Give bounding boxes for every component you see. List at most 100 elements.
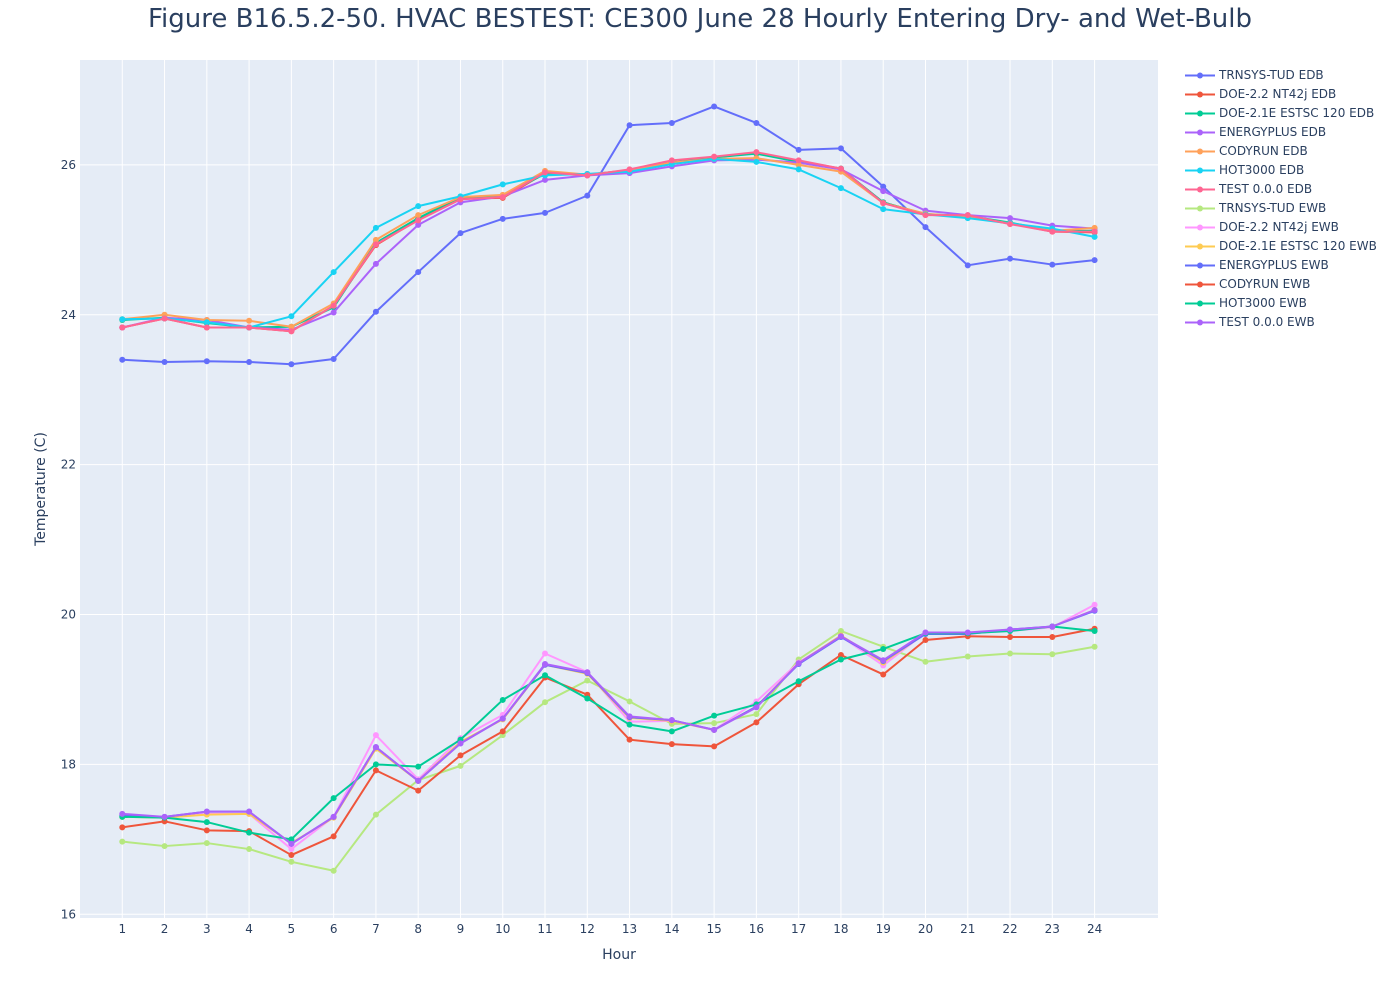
data-point bbox=[880, 657, 887, 664]
data-point bbox=[203, 827, 210, 834]
x-tick-label: 20 bbox=[918, 922, 933, 936]
x-tick-label: 22 bbox=[1002, 922, 1017, 936]
data-point bbox=[753, 711, 760, 718]
legend-item[interactable]: DOE-2.1E ESTSC 120 EDB bbox=[1185, 104, 1395, 123]
legend-item[interactable]: TEST 0.0.0 EDB bbox=[1185, 180, 1395, 199]
data-point bbox=[880, 206, 887, 213]
legend-swatch bbox=[1185, 224, 1215, 231]
data-point bbox=[1049, 651, 1056, 658]
data-point bbox=[499, 181, 506, 188]
legend-item[interactable]: HOT3000 EDB bbox=[1185, 161, 1395, 180]
data-point bbox=[288, 852, 295, 859]
legend-swatch bbox=[1185, 72, 1215, 79]
legend-label: HOT3000 EDB bbox=[1219, 163, 1305, 177]
chart-title: Figure B16.5.2-50. HVAC BESTEST: CE300 J… bbox=[147, 4, 1253, 34]
data-point bbox=[499, 215, 506, 222]
legend-item[interactable]: TRNSYS-TUD EWB bbox=[1185, 199, 1395, 218]
data-point bbox=[837, 651, 844, 658]
y-tick-label: 26 bbox=[61, 158, 76, 172]
legend-swatch bbox=[1185, 319, 1215, 326]
data-point bbox=[542, 169, 549, 176]
x-tick-label: 2 bbox=[161, 922, 169, 936]
legend-item[interactable]: ENERGYPLUS EWB bbox=[1185, 256, 1395, 275]
legend-label: CODYRUN EWB bbox=[1219, 277, 1311, 291]
data-point bbox=[330, 302, 337, 309]
legend-item[interactable]: HOT3000 EWB bbox=[1185, 294, 1395, 313]
legend-item[interactable]: DOE-2.2 NT42j EWB bbox=[1185, 218, 1395, 237]
data-point bbox=[626, 721, 633, 728]
series-line bbox=[122, 630, 1095, 872]
legend-swatch bbox=[1185, 205, 1215, 212]
data-point bbox=[288, 323, 295, 330]
x-tick-label: 3 bbox=[203, 922, 211, 936]
data-point bbox=[668, 741, 675, 748]
data-point bbox=[457, 752, 464, 759]
data-point bbox=[288, 846, 295, 853]
data-point bbox=[1049, 228, 1056, 235]
data-point bbox=[415, 221, 422, 228]
x-axis-label: Hour bbox=[602, 947, 636, 963]
data-point bbox=[964, 262, 971, 269]
legend-label: DOE-2.1E ESTSC 120 EWB bbox=[1219, 239, 1377, 253]
legend-item[interactable]: TEST 0.0.0 EWB bbox=[1185, 313, 1395, 332]
data-point bbox=[753, 704, 760, 711]
data-point bbox=[119, 810, 126, 817]
data-point bbox=[288, 840, 295, 847]
series-test-0-0-0-ewb bbox=[119, 607, 1098, 847]
data-point bbox=[964, 629, 971, 636]
data-point bbox=[1091, 628, 1098, 635]
data-point bbox=[1007, 221, 1014, 228]
data-point bbox=[288, 858, 295, 865]
legend-item[interactable]: DOE-2.2 NT42j EDB bbox=[1185, 85, 1395, 104]
data-point bbox=[330, 833, 337, 840]
data-point bbox=[753, 119, 760, 126]
legend-item[interactable]: DOE-2.1E ESTSC 120 EWB bbox=[1185, 237, 1395, 256]
data-point bbox=[246, 317, 253, 324]
data-point bbox=[246, 846, 253, 853]
x-tick-label: 14 bbox=[664, 922, 679, 936]
data-point bbox=[1091, 607, 1098, 614]
data-point bbox=[964, 212, 971, 219]
data-point bbox=[246, 324, 253, 331]
data-point bbox=[584, 677, 591, 684]
data-point bbox=[542, 699, 549, 706]
data-point bbox=[1091, 643, 1098, 650]
legend-label: CODYRUN EDB bbox=[1219, 144, 1308, 158]
data-point bbox=[246, 829, 253, 836]
data-point bbox=[203, 840, 210, 847]
data-point bbox=[161, 358, 168, 365]
data-point bbox=[415, 217, 422, 224]
data-point bbox=[161, 843, 168, 850]
legend-swatch bbox=[1185, 167, 1215, 174]
data-point bbox=[246, 808, 253, 815]
data-point bbox=[542, 176, 549, 183]
legend-swatch bbox=[1185, 262, 1215, 269]
legend-item[interactable]: CODYRUN EWB bbox=[1185, 275, 1395, 294]
legend-label: HOT3000 EWB bbox=[1219, 296, 1307, 310]
data-point bbox=[1007, 650, 1014, 657]
data-point bbox=[457, 740, 464, 747]
legend-item[interactable]: TRNSYS-TUD EDB bbox=[1185, 66, 1395, 85]
x-tick-label: 13 bbox=[622, 922, 637, 936]
y-tick-label: 20 bbox=[61, 608, 76, 622]
data-point bbox=[584, 695, 591, 702]
data-point bbox=[499, 194, 506, 201]
y-axis-label: Temperature (C) bbox=[33, 432, 49, 547]
data-point bbox=[372, 260, 379, 267]
x-tick-label: 1 bbox=[118, 922, 126, 936]
legend-label: TRNSYS-TUD EWB bbox=[1219, 201, 1327, 215]
legend-label: DOE-2.2 NT42j EWB bbox=[1219, 220, 1339, 234]
data-point bbox=[626, 698, 633, 705]
data-point bbox=[584, 192, 591, 199]
data-point bbox=[584, 172, 591, 179]
data-point bbox=[753, 158, 760, 165]
data-point bbox=[922, 224, 929, 231]
data-point bbox=[837, 628, 844, 635]
legend-swatch bbox=[1185, 91, 1215, 98]
legend-item[interactable]: ENERGYPLUS EDB bbox=[1185, 123, 1395, 142]
data-point bbox=[626, 713, 633, 720]
data-point bbox=[372, 761, 379, 768]
legend-item[interactable]: CODYRUN EDB bbox=[1185, 142, 1395, 161]
plot-background bbox=[80, 60, 1158, 918]
